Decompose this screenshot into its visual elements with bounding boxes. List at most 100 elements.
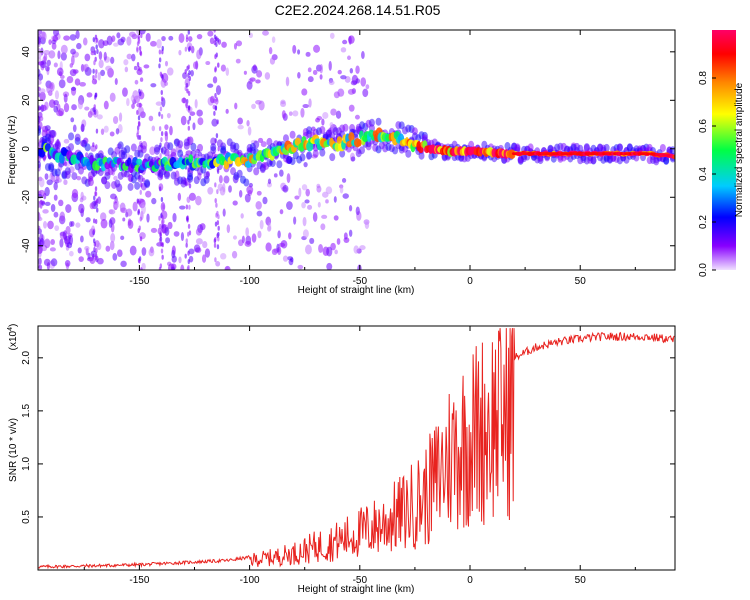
spectrum-cell <box>319 63 323 74</box>
spectrum-cell <box>117 141 124 150</box>
spectrum-cell <box>216 189 219 195</box>
spectrum-cell <box>118 112 123 122</box>
spectrum-cell <box>262 196 268 205</box>
spectrum-cell <box>659 143 666 152</box>
spectrum-cell <box>95 69 98 75</box>
spectrum-cell <box>112 252 118 261</box>
spectrum-cell <box>177 192 182 201</box>
spectrum-cell <box>199 223 206 231</box>
spectrum-cell <box>228 185 232 193</box>
spectrum-cell <box>129 31 136 38</box>
spectrum-cell <box>347 55 351 61</box>
spectrum-cell <box>38 257 42 265</box>
spectrum-cell <box>54 90 60 100</box>
spectrum-cell <box>38 106 42 111</box>
spectrum-cell <box>187 125 191 131</box>
spectrum-cell <box>325 199 329 204</box>
spectrum-cell <box>92 253 95 259</box>
spectrum-cell <box>185 37 189 43</box>
spectrum-cell <box>53 105 59 113</box>
spectrum-cell <box>59 238 64 248</box>
spectrum-cell <box>132 156 139 167</box>
spectrum-cell <box>590 156 597 165</box>
spectrum-cell <box>339 185 344 194</box>
spectrum-cell <box>45 65 50 72</box>
spectrum-cell <box>93 246 96 252</box>
spectrum-cell <box>256 210 263 217</box>
spectrum-cell <box>286 201 293 210</box>
spectrum-cell <box>95 128 99 134</box>
spectrum-cell <box>299 153 306 162</box>
spectrum-cell <box>343 232 348 240</box>
spectrum-cell <box>160 241 163 247</box>
spectrum-cell <box>145 32 151 42</box>
spectrum-cell <box>160 213 163 219</box>
spectrum-cell <box>120 151 127 160</box>
spectrum-cell <box>105 245 111 252</box>
spectrum-cell <box>160 131 164 137</box>
spectrum-cell <box>93 201 96 207</box>
spectrum-cell <box>179 205 186 210</box>
spectrum-cell <box>187 119 190 125</box>
spectrum-cell <box>124 66 129 73</box>
spectrum-cell <box>160 96 164 102</box>
spectrum-cell <box>158 111 161 117</box>
spectrum-cell <box>365 84 370 90</box>
snr-chart: -150 -100 -50 0 50 0.5 1.0 1.5 2.0 Height of str… <box>7 324 676 595</box>
spectrum-cell <box>113 42 119 47</box>
spectrum-cell <box>38 61 42 66</box>
spectrum-cell <box>76 42 82 50</box>
spectrum-cell <box>279 209 284 215</box>
spectrum-cell <box>134 79 139 85</box>
spectrum-cell <box>188 183 192 189</box>
spectrum-cell <box>183 138 190 147</box>
spectrum-cell <box>193 176 200 185</box>
spectrum-cell <box>288 232 292 240</box>
y-tick-label: 20 <box>21 94 32 106</box>
spectrum-cell <box>260 141 267 148</box>
spectrum-cell <box>325 186 333 195</box>
spectrum-cell <box>339 149 346 158</box>
spectrum-cell <box>116 32 121 39</box>
spectrum-cell <box>306 151 313 160</box>
spectrum-cell <box>223 175 230 184</box>
spectrum-cell <box>197 143 204 152</box>
spectrum-cell <box>313 44 321 53</box>
spectrum-cell <box>159 106 163 112</box>
spectrum-cell <box>160 137 163 143</box>
spectrum-cell <box>196 109 203 117</box>
spectrum-cell <box>213 238 217 244</box>
spectrum-cell <box>161 74 164 80</box>
spectrum-cell <box>169 125 173 136</box>
spectrum-cell <box>126 97 130 107</box>
spectrum-cell <box>89 202 95 210</box>
spectrum-cell <box>178 49 182 56</box>
spectrum-cell <box>346 140 353 148</box>
spectrum-cell <box>137 257 141 263</box>
spectrum-cell <box>418 146 424 154</box>
spectrum-cell <box>48 39 52 45</box>
spectrum-cell <box>158 49 162 55</box>
spectrum-cell <box>217 183 224 191</box>
spectrum-cell <box>168 35 174 41</box>
spectrum-cell <box>418 151 425 160</box>
spectrum-cell <box>85 217 91 223</box>
spectrum-cell <box>92 37 96 43</box>
spectrum-cell <box>405 149 412 158</box>
spectrum-cell <box>94 255 98 261</box>
spectrum-cell <box>305 244 312 255</box>
spectrum-cell <box>236 169 243 178</box>
spectrum-cell <box>285 76 290 87</box>
spectrum-cell <box>94 56 97 62</box>
spectrum-cell <box>342 193 349 199</box>
spectrum-cell <box>350 80 358 86</box>
spectrum-cell <box>69 250 74 257</box>
spectrum-cell <box>301 88 308 96</box>
spectrum-cell <box>113 175 118 181</box>
spectrum-cell <box>336 238 341 245</box>
spectrum-cell <box>297 264 304 270</box>
spectrum-cell <box>225 67 230 77</box>
spectrum-cell <box>315 117 320 123</box>
spectrum-cell <box>360 77 367 87</box>
spectrum-cell <box>207 30 214 37</box>
